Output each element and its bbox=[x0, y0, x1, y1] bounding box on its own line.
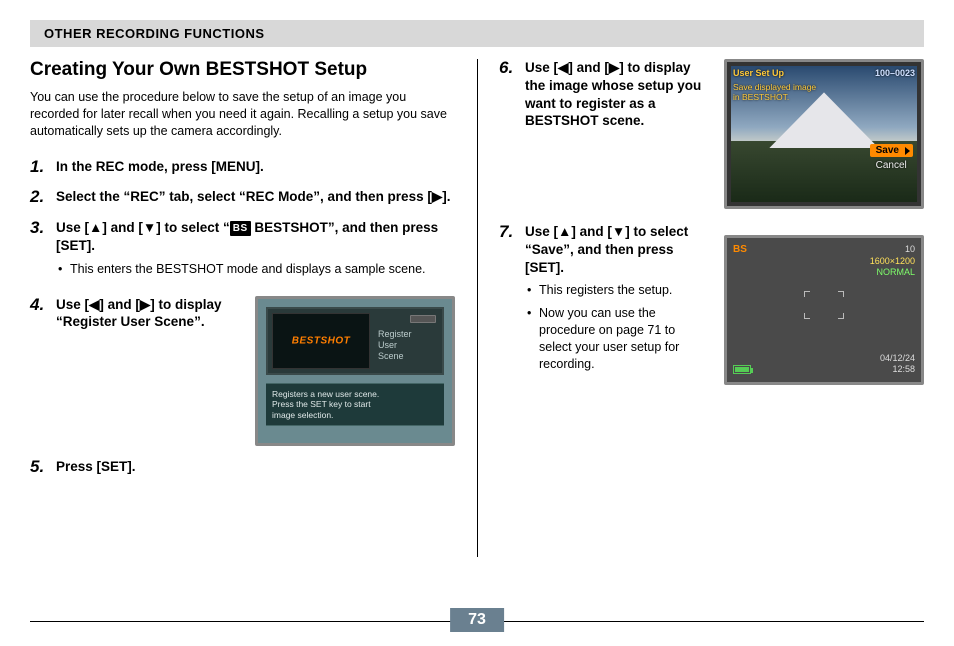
step-body: Use [◀] and [▶] to display the image who… bbox=[525, 59, 705, 130]
lcd3-hud: BS 10 1600×1200 NORMAL 04/12/24 12:58 bbox=[733, 244, 915, 376]
lcd-save-image: User Set Up 100–0023 Save displayed imag… bbox=[724, 59, 924, 209]
lcd3-battery bbox=[733, 365, 751, 376]
right-column: 6. Use [◀] and [▶] to display the image … bbox=[477, 59, 924, 557]
page-number: 73 bbox=[450, 608, 504, 632]
step-body: Use [▲] and [▼] to select “BS BESTSHOT”,… bbox=[56, 219, 455, 255]
lcd-rec-hud: BS 10 1600×1200 NORMAL 04/12/24 12:58 bbox=[724, 235, 924, 385]
lcd3-time: 12:58 bbox=[880, 364, 915, 376]
step-2: 2. Select the “REC” tab, select “REC Mod… bbox=[30, 188, 455, 207]
lcd1-caption-line: image selection. bbox=[272, 410, 438, 421]
lcd3-date: 04/12/24 bbox=[880, 353, 915, 365]
left-column: Creating Your Own BESTSHOT Setup You can… bbox=[30, 59, 477, 557]
step-body: Use [▲] and [▼] to select “Save”, and th… bbox=[525, 223, 705, 276]
lcd3-quality: NORMAL bbox=[870, 267, 915, 279]
lcd3-shot-count: 10 bbox=[870, 244, 915, 256]
column-divider bbox=[477, 59, 478, 557]
lcd1-side-line: Register bbox=[378, 329, 438, 340]
step-number: 7. bbox=[499, 223, 525, 276]
step-7: 7. Use [▲] and [▼] to select “Save”, and… bbox=[499, 223, 710, 379]
lcd1-top-bar-icon bbox=[410, 315, 436, 323]
lcd1-side-line: User bbox=[378, 340, 438, 351]
step-7-bullets: This registers the setup. Now you can us… bbox=[499, 282, 705, 372]
page-title: Creating Your Own BESTSHOT Setup bbox=[30, 59, 455, 81]
step-1: 1. In the REC mode, press [MENU]. bbox=[30, 158, 455, 177]
lcd3-af-frame-icon bbox=[804, 291, 844, 319]
step-number: 5. bbox=[30, 458, 56, 477]
lcd1-caption: Registers a new user scene. Press the SE… bbox=[266, 383, 444, 427]
lcd1-side-line: Scene bbox=[378, 351, 438, 362]
lcd1-side-label: Register User Scene bbox=[374, 309, 442, 373]
lcd3-top-right: 10 1600×1200 NORMAL bbox=[870, 244, 915, 279]
lcd2-msg-line: Save displayed image bbox=[733, 82, 816, 92]
section-header: OTHER RECORDING FUNCTIONS bbox=[30, 20, 924, 47]
lcd2-cancel-option: Cancel bbox=[870, 159, 913, 172]
step-4-row: 4. Use [◀] and [▶] to display “Register … bbox=[30, 296, 455, 446]
lcd1-top: BESTSHOT Register User Scene bbox=[266, 307, 444, 375]
lcd2-file-number: 100–0023 bbox=[875, 68, 915, 78]
step-7-row: 7. Use [▲] and [▼] to select “Save”, and… bbox=[499, 223, 924, 385]
step-number: 3. bbox=[30, 219, 56, 255]
manual-page: OTHER RECORDING FUNCTIONS Creating Your … bbox=[0, 0, 954, 646]
step-6-row: 6. Use [◀] and [▶] to display the image … bbox=[499, 59, 924, 209]
step-4: 4. Use [◀] and [▶] to display “Register … bbox=[30, 296, 239, 332]
lcd3-bottom-right: 04/12/24 12:58 bbox=[880, 353, 915, 376]
lcd2-topbar: User Set Up 100–0023 bbox=[733, 68, 915, 78]
lcd1-caption-line: Registers a new user scene. bbox=[272, 389, 438, 400]
step-number: 6. bbox=[499, 59, 525, 130]
step-body: Press [SET]. bbox=[56, 458, 136, 477]
step-5: 5. Press [SET]. bbox=[30, 458, 455, 477]
lcd3-bs-indicator: BS bbox=[733, 244, 747, 255]
lcd1-caption-line: Press the SET key to start bbox=[272, 399, 438, 410]
step-3-bullets: This enters the BESTSHOT mode and displa… bbox=[30, 261, 455, 284]
step-number: 1. bbox=[30, 158, 56, 177]
bullet-item: This enters the BESTSHOT mode and displa… bbox=[58, 261, 455, 278]
step-body: In the REC mode, press [MENU]. bbox=[56, 158, 264, 177]
lcd-register-scene: BESTSHOT Register User Scene Regis bbox=[255, 296, 455, 446]
lcd2-mode-label: User Set Up bbox=[733, 68, 784, 78]
bullet-item: This registers the setup. bbox=[527, 282, 705, 299]
step-6: 6. Use [◀] and [▶] to display the image … bbox=[499, 59, 710, 130]
step-number: 2. bbox=[30, 188, 56, 207]
intro-paragraph: You can use the procedure below to save … bbox=[30, 89, 455, 140]
lcd2-menu: Save Cancel bbox=[870, 144, 913, 172]
bestshot-logo-label: BESTSHOT bbox=[292, 335, 350, 346]
step-number: 4. bbox=[30, 296, 56, 332]
two-column-layout: Creating Your Own BESTSHOT Setup You can… bbox=[30, 59, 924, 557]
step-body: Select the “REC” tab, select “REC Mode”,… bbox=[56, 188, 450, 207]
lcd2-message: Save displayed image in BESTSHOT. bbox=[733, 82, 816, 102]
step-3: 3. Use [▲] and [▼] to select “BS BESTSHO… bbox=[30, 219, 455, 284]
step-text-pre: Use [▲] and [▼] to select “ bbox=[56, 220, 230, 235]
lcd2-save-option: Save bbox=[870, 144, 913, 157]
bullet-item: Now you can use the procedure on page 71… bbox=[527, 305, 705, 373]
battery-icon bbox=[733, 365, 751, 374]
step-body: Use [◀] and [▶] to display “Register Use… bbox=[56, 296, 226, 332]
lcd1-thumbnail: BESTSHOT bbox=[272, 313, 370, 369]
lcd2-msg-line: in BESTSHOT. bbox=[733, 92, 816, 102]
bs-badge-icon: BS bbox=[230, 221, 251, 236]
lcd3-resolution: 1600×1200 bbox=[870, 256, 915, 268]
